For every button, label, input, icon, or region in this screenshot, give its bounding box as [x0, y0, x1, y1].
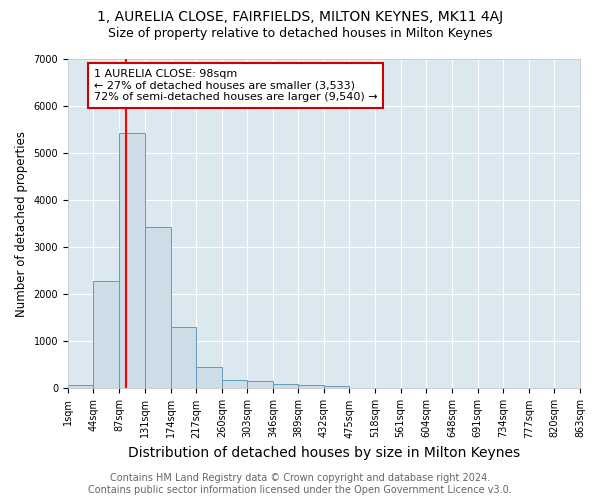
Text: Size of property relative to detached houses in Milton Keynes: Size of property relative to detached ho… [108, 28, 492, 40]
Bar [119, 133, 145, 388]
Bar [170, 327, 196, 388]
Text: Contains HM Land Registry data © Crown copyright and database right 2024.
Contai: Contains HM Land Registry data © Crown c… [88, 474, 512, 495]
Bar [145, 227, 170, 388]
Bar [247, 381, 273, 388]
Bar [273, 384, 298, 388]
X-axis label: Distribution of detached houses by size in Milton Keynes: Distribution of detached houses by size … [128, 446, 520, 460]
Bar [298, 385, 324, 388]
Bar [94, 281, 119, 388]
Y-axis label: Number of detached properties: Number of detached properties [15, 130, 28, 316]
Bar [68, 384, 94, 388]
Text: 1 AURELIA CLOSE: 98sqm
← 27% of detached houses are smaller (3,533)
72% of semi-: 1 AURELIA CLOSE: 98sqm ← 27% of detached… [94, 69, 377, 102]
Bar [196, 367, 222, 388]
Bar [324, 386, 349, 388]
Text: 1, AURELIA CLOSE, FAIRFIELDS, MILTON KEYNES, MK11 4AJ: 1, AURELIA CLOSE, FAIRFIELDS, MILTON KEY… [97, 10, 503, 24]
Bar [222, 380, 247, 388]
